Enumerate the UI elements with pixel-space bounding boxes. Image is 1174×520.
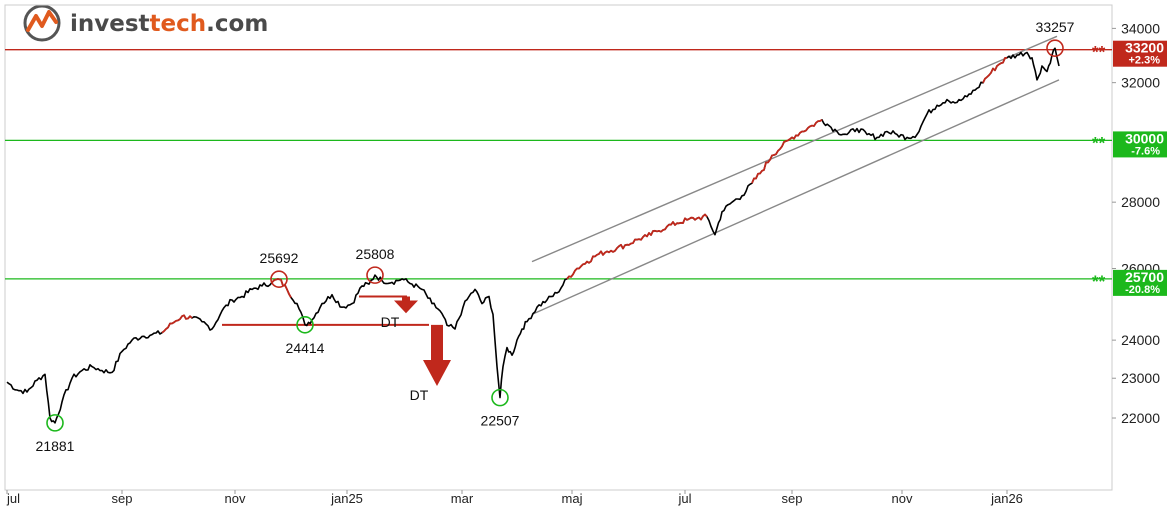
pattern-arrow-1 (423, 324, 451, 387)
y-tick-label-32000: 32000 (1121, 75, 1160, 91)
x-tick-label-jan26: jan26 (990, 491, 1023, 506)
price-line-highlight-3 (566, 213, 708, 280)
price-line-highlight-1 (161, 314, 193, 334)
level-marker-25700: ** (1092, 272, 1106, 291)
level-badge-value-30000: 30000 (1125, 130, 1164, 146)
level-badge-value-25700: 25700 (1125, 269, 1164, 285)
price-line-highlight-2 (271, 278, 292, 298)
brand-name: investtech.com (70, 11, 268, 37)
x-axis: jul sep nov jan25 mar maj jul sep nov jan26 (6, 490, 1023, 506)
extremum-label-22507: 22507 (481, 413, 520, 429)
plot-area-frame (4, 4, 1113, 491)
level-marker-33200: ** (1092, 43, 1106, 62)
level-badge-30000 (1113, 131, 1167, 158)
extremum-marker-21881 (46, 414, 64, 432)
level-badge-value-33200: 33200 (1125, 40, 1164, 56)
x-tick-label-mar: mar (451, 491, 474, 506)
level-badge-25700 (1113, 269, 1167, 296)
extrema-markers: 21881 25692 24414 25808 22507 33257 (36, 19, 1075, 454)
extremum-marker-25692 (270, 270, 288, 288)
price-line-highlight-4 (751, 119, 823, 184)
price-line-highlight-5 (982, 56, 1008, 84)
x-tick-label-jul: jul (677, 491, 691, 506)
pattern-label-1: DT (410, 387, 429, 403)
level-badges: ** 33200+2.3% ** 30000-7.6% ** 25700-20.8% (1092, 40, 1167, 296)
extremum-label-24414: 24414 (286, 340, 325, 356)
x-tick-label-sep: sep (782, 491, 803, 506)
extremum-label-25808: 25808 (356, 246, 395, 262)
brand-logo: investtech.com (23, 4, 268, 42)
level-badge-change-25700: -20.8% (1125, 284, 1160, 296)
x-tick-label-jul: jul (6, 491, 20, 506)
x-tick-label-nov: nov (225, 491, 246, 506)
y-tick-label-23000: 23000 (1121, 370, 1160, 386)
level-marker-30000: ** (1092, 133, 1106, 152)
x-tick-label-nov: nov (892, 491, 913, 506)
extremum-marker-24414 (296, 316, 314, 334)
level-badge-33200 (1113, 40, 1167, 67)
level-lines (5, 49, 1112, 280)
trend-channel (531, 35, 1060, 316)
x-tick-label-jan25: jan25 (330, 491, 363, 506)
y-tick-label-22000: 22000 (1121, 410, 1160, 426)
extremum-label-33257: 33257 (1036, 19, 1075, 35)
pattern-arrow-2 (394, 296, 418, 314)
price-series (6, 47, 1060, 424)
extremum-marker-22507 (491, 388, 509, 407)
pattern-label-2: DT (381, 314, 400, 330)
y-tick-label-34000: 34000 (1121, 20, 1160, 36)
level-badge-change-30000: -7.6% (1131, 145, 1160, 157)
x-tick-label-maj: maj (562, 491, 583, 506)
y-tick-label-24000: 24000 (1121, 332, 1160, 348)
investtech-logo-icon (23, 4, 61, 42)
extremum-marker-25808 (366, 266, 384, 284)
extremum-marker-33257 (1046, 39, 1064, 57)
trend-channel-lower (531, 79, 1060, 316)
trend-channel-upper (531, 35, 1058, 263)
level-badge-change-33200: +2.3% (1129, 55, 1161, 67)
extremum-label-21881: 21881 (36, 438, 75, 454)
x-tick-label-sep: sep (112, 491, 133, 506)
y-tick-label-28000: 28000 (1121, 194, 1160, 210)
extremum-label-25692: 25692 (260, 250, 299, 266)
patterns: DT DT (222, 295, 451, 403)
